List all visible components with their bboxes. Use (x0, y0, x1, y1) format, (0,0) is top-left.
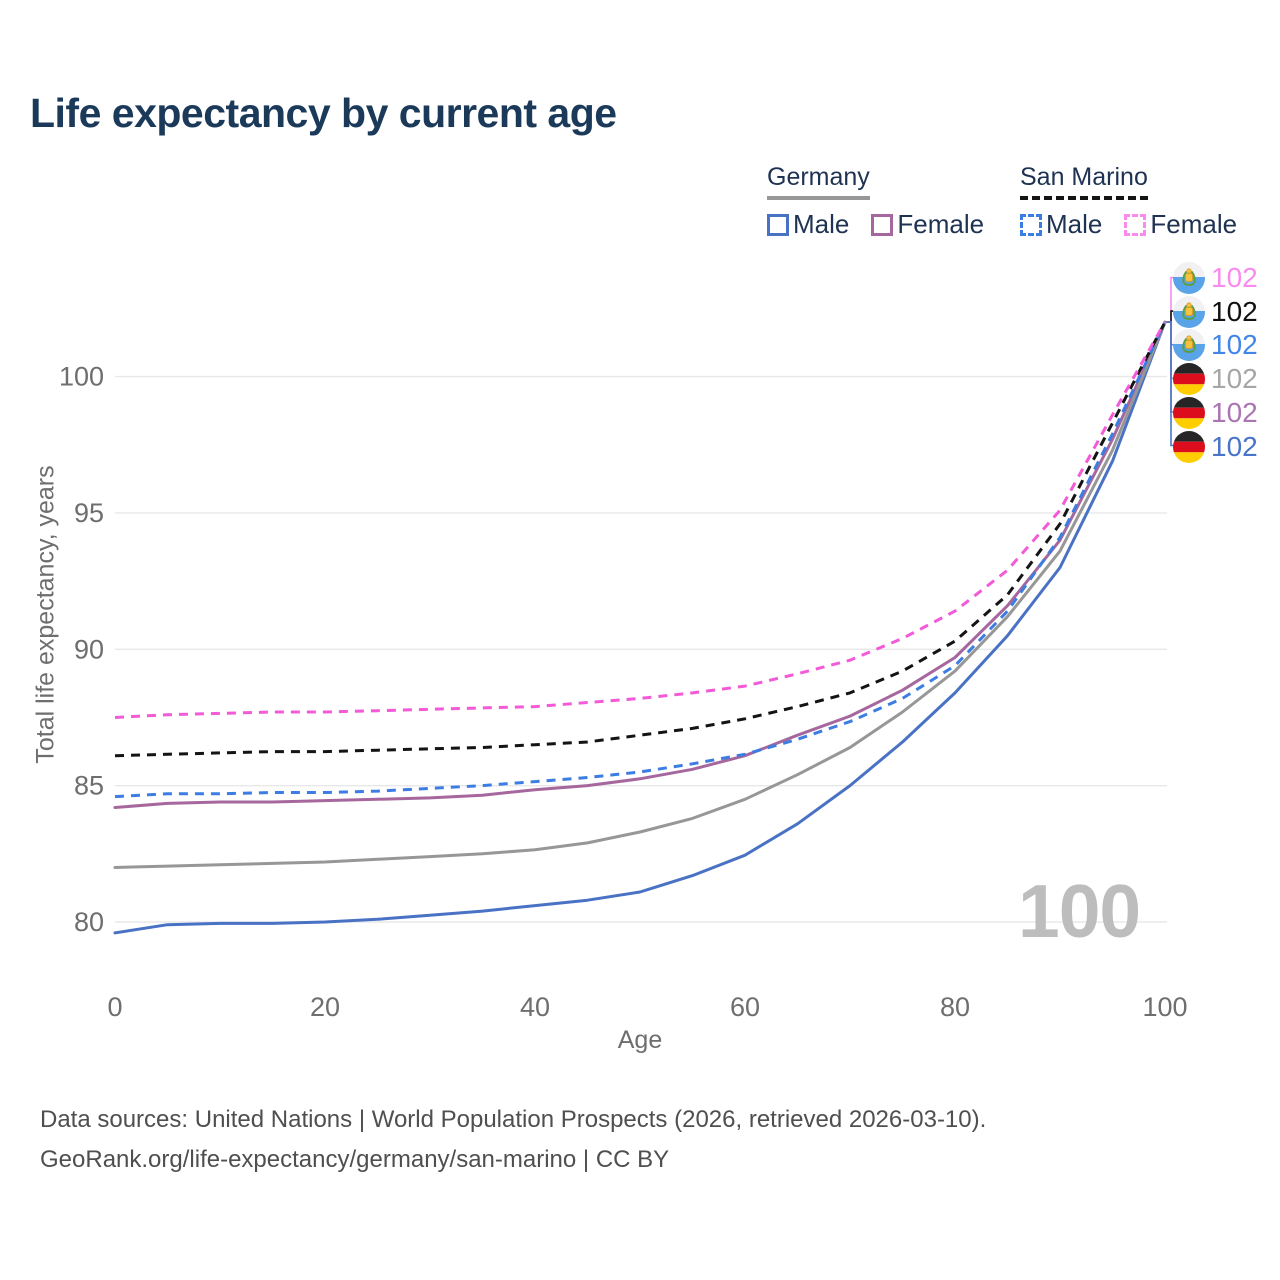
x-tick-label: 60 (730, 992, 760, 1022)
end-label-value: 102 (1211, 362, 1258, 394)
age-watermark: 100 (1018, 869, 1141, 953)
legend-swatch-san-marino-male[interactable] (1020, 213, 1042, 236)
x-tick-label: 20 (310, 992, 340, 1022)
legend-label-germany-male[interactable]: Male (793, 209, 850, 239)
page-title: Life expectancy by current age (30, 90, 617, 136)
germany-flag-icon (1173, 362, 1205, 395)
end-label-value: 102 (1211, 430, 1258, 462)
series-line-san-marino-female[interactable] (114, 321, 1167, 719)
x-tick-label: 0 (107, 992, 122, 1022)
series-line-san-marino-total[interactable] (114, 321, 1167, 758)
legend-country-germany[interactable]: Germany (767, 163, 984, 200)
x-axis-title: Age (617, 1026, 663, 1054)
end-label-value: 102 (1211, 295, 1258, 327)
end-label-germany-total: 102 (1173, 362, 1258, 395)
legend-group-san-marino: San Marino Male Female (1020, 163, 1237, 240)
san-marino-flag-icon (1173, 328, 1205, 361)
series-line-san-marino-male[interactable] (114, 321, 1167, 799)
germany-flag-icon (1173, 430, 1205, 463)
x-tick-label: 100 (1142, 992, 1187, 1022)
data-sources-text: Data sources: United Nations | World Pop… (40, 1106, 987, 1133)
end-label-san-marino-male: 102 (1173, 328, 1258, 361)
legend-row-germany: Male Female (767, 209, 984, 240)
y-tick-label: 80 (74, 907, 104, 937)
legend-country-san-marino-label: San Marino (1020, 163, 1148, 200)
legend-row-san-marino: Male Female (1020, 209, 1237, 240)
legend-group-germany: Germany Male Female (767, 163, 984, 240)
germany-flag-icon (1173, 396, 1205, 429)
end-label-san-marino-total: 102 (1173, 295, 1258, 328)
end-label-value: 102 (1211, 261, 1258, 293)
end-label-san-marino-female: 102 (1173, 261, 1258, 294)
legend-label-san-marino-female[interactable]: Female (1150, 209, 1238, 239)
y-axis-title: Total life expectancy, years (31, 465, 60, 764)
legend-swatch-germany-male[interactable] (767, 213, 789, 236)
y-tick-label: 100 (59, 362, 104, 392)
series-line-germany-total[interactable] (113, 320, 1167, 869)
legend-country-germany-label: Germany (767, 163, 870, 200)
san-marino-flag-icon (1173, 295, 1205, 328)
x-tick-label: 40 (520, 992, 550, 1022)
legend-label-san-marino-male[interactable]: Male (1046, 209, 1103, 239)
end-label-value: 102 (1211, 328, 1258, 360)
san-marino-flag-icon (1173, 261, 1205, 294)
legend-swatch-san-marino-female[interactable] (1124, 213, 1147, 236)
end-label-germany-female: 102 (1173, 396, 1258, 429)
legend-country-san-marino[interactable]: San Marino (1020, 163, 1237, 200)
y-tick-label: 95 (74, 498, 104, 528)
y-tick-label: 90 (74, 634, 104, 664)
end-label-value: 102 (1211, 396, 1258, 428)
series-line-germany-female[interactable] (113, 320, 1167, 809)
series-line-germany-male[interactable] (113, 320, 1167, 935)
y-tick-label: 85 (74, 771, 104, 801)
attribution-text: GeoRank.org/life-expectancy/germany/san-… (40, 1146, 670, 1173)
legend-label-germany-female[interactable]: Female (897, 209, 985, 239)
x-tick-label: 80 (940, 992, 970, 1022)
end-label-germany-male: 102 (1173, 430, 1258, 463)
legend-swatch-germany-female[interactable] (871, 213, 894, 236)
